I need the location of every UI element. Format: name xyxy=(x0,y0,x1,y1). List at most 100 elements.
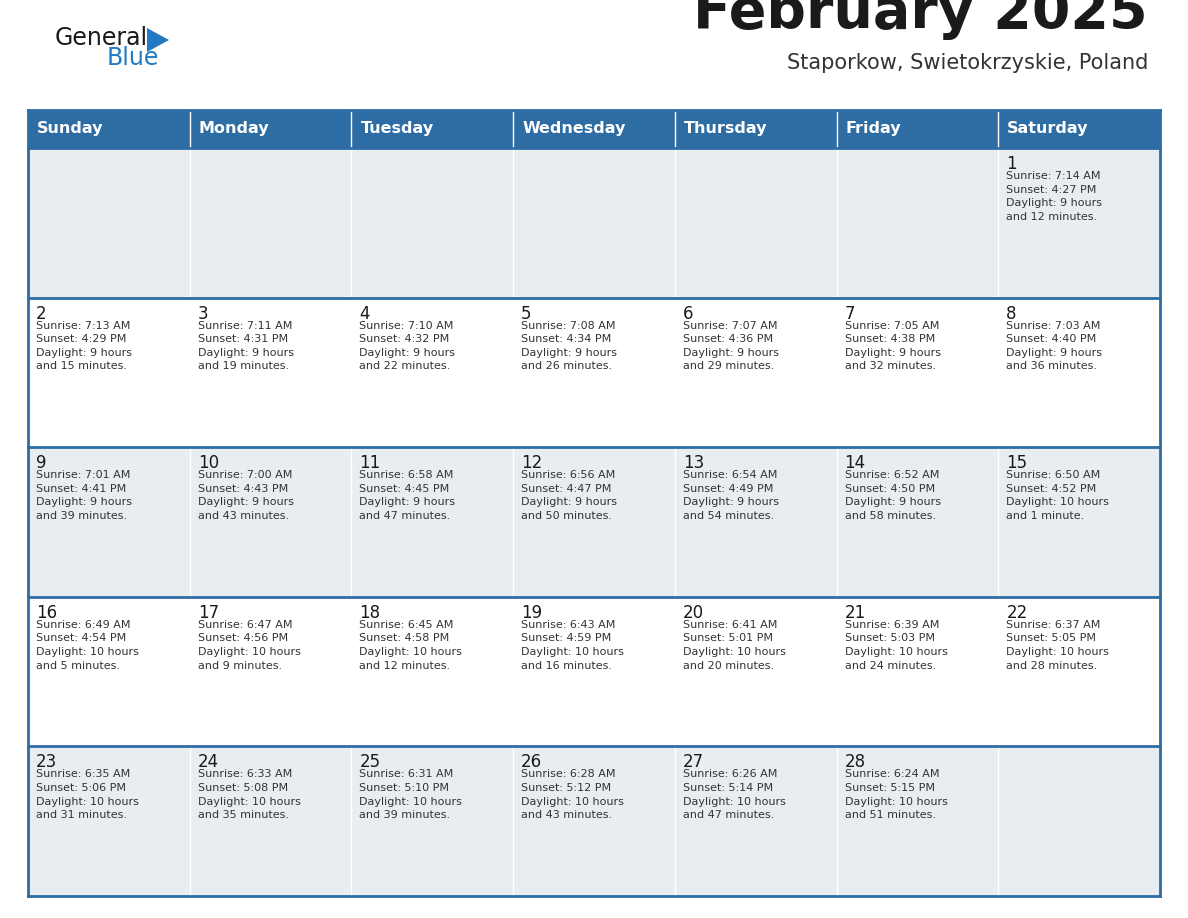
Text: 19: 19 xyxy=(522,604,542,621)
Bar xyxy=(836,297,998,447)
Bar xyxy=(513,447,675,597)
Bar xyxy=(352,746,513,896)
Text: Sunrise: 6:47 AM
Sunset: 4:56 PM
Daylight: 10 hours
and 9 minutes.: Sunrise: 6:47 AM Sunset: 4:56 PM Dayligh… xyxy=(197,620,301,671)
Text: Sunrise: 7:03 AM
Sunset: 4:40 PM
Daylight: 9 hours
and 36 minutes.: Sunrise: 7:03 AM Sunset: 4:40 PM Dayligh… xyxy=(1006,320,1102,372)
Text: Sunrise: 6:52 AM
Sunset: 4:50 PM
Daylight: 9 hours
and 58 minutes.: Sunrise: 6:52 AM Sunset: 4:50 PM Dayligh… xyxy=(845,470,941,521)
Text: Sunrise: 6:39 AM
Sunset: 5:03 PM
Daylight: 10 hours
and 24 minutes.: Sunrise: 6:39 AM Sunset: 5:03 PM Dayligh… xyxy=(845,620,948,671)
Bar xyxy=(998,297,1159,447)
Bar xyxy=(190,746,352,896)
Text: 11: 11 xyxy=(360,454,380,472)
Text: Sunrise: 6:49 AM
Sunset: 4:54 PM
Daylight: 10 hours
and 5 minutes.: Sunrise: 6:49 AM Sunset: 4:54 PM Dayligh… xyxy=(36,620,139,671)
Bar xyxy=(352,597,513,746)
Bar xyxy=(675,297,836,447)
Bar xyxy=(29,297,190,447)
Text: Blue: Blue xyxy=(107,46,159,70)
Text: 2: 2 xyxy=(36,305,46,322)
Bar xyxy=(352,297,513,447)
Text: Tuesday: Tuesday xyxy=(360,121,434,137)
Text: 20: 20 xyxy=(683,604,704,621)
Text: Sunrise: 6:31 AM
Sunset: 5:10 PM
Daylight: 10 hours
and 39 minutes.: Sunrise: 6:31 AM Sunset: 5:10 PM Dayligh… xyxy=(360,769,462,820)
Text: Sunrise: 6:41 AM
Sunset: 5:01 PM
Daylight: 10 hours
and 20 minutes.: Sunrise: 6:41 AM Sunset: 5:01 PM Dayligh… xyxy=(683,620,785,671)
Bar xyxy=(998,746,1159,896)
Bar xyxy=(675,746,836,896)
Bar xyxy=(29,746,190,896)
Bar xyxy=(675,447,836,597)
Text: 8: 8 xyxy=(1006,305,1017,322)
Bar xyxy=(513,297,675,447)
Bar xyxy=(836,447,998,597)
Text: 22: 22 xyxy=(1006,604,1028,621)
Text: 1: 1 xyxy=(1006,155,1017,173)
Text: Sunrise: 7:13 AM
Sunset: 4:29 PM
Daylight: 9 hours
and 15 minutes.: Sunrise: 7:13 AM Sunset: 4:29 PM Dayligh… xyxy=(36,320,132,372)
Text: Sunrise: 7:00 AM
Sunset: 4:43 PM
Daylight: 9 hours
and 43 minutes.: Sunrise: 7:00 AM Sunset: 4:43 PM Dayligh… xyxy=(197,470,293,521)
Text: 13: 13 xyxy=(683,454,704,472)
Text: 12: 12 xyxy=(522,454,543,472)
Text: 23: 23 xyxy=(36,754,57,771)
Text: Staporkow, Swietokrzyskie, Poland: Staporkow, Swietokrzyskie, Poland xyxy=(786,53,1148,73)
Bar xyxy=(998,110,1159,148)
Bar xyxy=(29,597,190,746)
Bar xyxy=(352,148,513,297)
Bar xyxy=(998,148,1159,297)
Bar xyxy=(29,110,190,148)
Text: 24: 24 xyxy=(197,754,219,771)
Bar xyxy=(513,746,675,896)
Text: Sunrise: 6:50 AM
Sunset: 4:52 PM
Daylight: 10 hours
and 1 minute.: Sunrise: 6:50 AM Sunset: 4:52 PM Dayligh… xyxy=(1006,470,1110,521)
Text: Sunrise: 6:54 AM
Sunset: 4:49 PM
Daylight: 9 hours
and 54 minutes.: Sunrise: 6:54 AM Sunset: 4:49 PM Dayligh… xyxy=(683,470,779,521)
Text: Sunrise: 6:35 AM
Sunset: 5:06 PM
Daylight: 10 hours
and 31 minutes.: Sunrise: 6:35 AM Sunset: 5:06 PM Dayligh… xyxy=(36,769,139,820)
Text: Wednesday: Wednesday xyxy=(523,121,626,137)
Text: 4: 4 xyxy=(360,305,369,322)
Text: Sunrise: 7:01 AM
Sunset: 4:41 PM
Daylight: 9 hours
and 39 minutes.: Sunrise: 7:01 AM Sunset: 4:41 PM Dayligh… xyxy=(36,470,132,521)
Bar xyxy=(190,110,352,148)
Bar xyxy=(513,110,675,148)
Text: Sunrise: 7:05 AM
Sunset: 4:38 PM
Daylight: 9 hours
and 32 minutes.: Sunrise: 7:05 AM Sunset: 4:38 PM Dayligh… xyxy=(845,320,941,372)
Bar xyxy=(836,746,998,896)
Bar xyxy=(513,148,675,297)
Text: Sunrise: 6:45 AM
Sunset: 4:58 PM
Daylight: 10 hours
and 12 minutes.: Sunrise: 6:45 AM Sunset: 4:58 PM Dayligh… xyxy=(360,620,462,671)
Text: February 2025: February 2025 xyxy=(694,0,1148,40)
Text: Sunrise: 6:43 AM
Sunset: 4:59 PM
Daylight: 10 hours
and 16 minutes.: Sunrise: 6:43 AM Sunset: 4:59 PM Dayligh… xyxy=(522,620,624,671)
Bar xyxy=(190,447,352,597)
Polygon shape xyxy=(147,28,169,52)
Text: Sunrise: 6:58 AM
Sunset: 4:45 PM
Daylight: 9 hours
and 47 minutes.: Sunrise: 6:58 AM Sunset: 4:45 PM Dayligh… xyxy=(360,470,455,521)
Bar xyxy=(513,597,675,746)
Text: 5: 5 xyxy=(522,305,532,322)
Text: 16: 16 xyxy=(36,604,57,621)
Bar xyxy=(675,148,836,297)
Text: Sunrise: 7:10 AM
Sunset: 4:32 PM
Daylight: 9 hours
and 22 minutes.: Sunrise: 7:10 AM Sunset: 4:32 PM Dayligh… xyxy=(360,320,455,372)
Text: 18: 18 xyxy=(360,604,380,621)
Bar xyxy=(190,148,352,297)
Bar xyxy=(352,447,513,597)
Text: Sunrise: 6:56 AM
Sunset: 4:47 PM
Daylight: 9 hours
and 50 minutes.: Sunrise: 6:56 AM Sunset: 4:47 PM Dayligh… xyxy=(522,470,617,521)
Text: 26: 26 xyxy=(522,754,542,771)
Bar xyxy=(836,110,998,148)
Text: Monday: Monday xyxy=(198,121,270,137)
Bar xyxy=(29,447,190,597)
Text: 25: 25 xyxy=(360,754,380,771)
Text: 6: 6 xyxy=(683,305,694,322)
Text: Sunrise: 7:08 AM
Sunset: 4:34 PM
Daylight: 9 hours
and 26 minutes.: Sunrise: 7:08 AM Sunset: 4:34 PM Dayligh… xyxy=(522,320,617,372)
Text: Sunrise: 6:37 AM
Sunset: 5:05 PM
Daylight: 10 hours
and 28 minutes.: Sunrise: 6:37 AM Sunset: 5:05 PM Dayligh… xyxy=(1006,620,1110,671)
Text: 10: 10 xyxy=(197,454,219,472)
Text: Thursday: Thursday xyxy=(684,121,767,137)
Text: 15: 15 xyxy=(1006,454,1028,472)
Text: Sunrise: 6:28 AM
Sunset: 5:12 PM
Daylight: 10 hours
and 43 minutes.: Sunrise: 6:28 AM Sunset: 5:12 PM Dayligh… xyxy=(522,769,624,820)
Text: Sunrise: 6:33 AM
Sunset: 5:08 PM
Daylight: 10 hours
and 35 minutes.: Sunrise: 6:33 AM Sunset: 5:08 PM Dayligh… xyxy=(197,769,301,820)
Text: 7: 7 xyxy=(845,305,855,322)
Text: Friday: Friday xyxy=(846,121,902,137)
Bar xyxy=(675,110,836,148)
Bar xyxy=(998,597,1159,746)
Bar xyxy=(190,297,352,447)
Text: Sunrise: 7:14 AM
Sunset: 4:27 PM
Daylight: 9 hours
and 12 minutes.: Sunrise: 7:14 AM Sunset: 4:27 PM Dayligh… xyxy=(1006,171,1102,222)
Text: Sunrise: 6:24 AM
Sunset: 5:15 PM
Daylight: 10 hours
and 51 minutes.: Sunrise: 6:24 AM Sunset: 5:15 PM Dayligh… xyxy=(845,769,948,820)
Text: 9: 9 xyxy=(36,454,46,472)
Bar xyxy=(29,148,190,297)
Bar xyxy=(675,597,836,746)
Text: 17: 17 xyxy=(197,604,219,621)
Text: Sunday: Sunday xyxy=(37,121,103,137)
Text: 27: 27 xyxy=(683,754,704,771)
Text: Sunrise: 6:26 AM
Sunset: 5:14 PM
Daylight: 10 hours
and 47 minutes.: Sunrise: 6:26 AM Sunset: 5:14 PM Dayligh… xyxy=(683,769,785,820)
Text: General: General xyxy=(55,26,148,50)
Text: 14: 14 xyxy=(845,454,866,472)
Bar xyxy=(190,597,352,746)
